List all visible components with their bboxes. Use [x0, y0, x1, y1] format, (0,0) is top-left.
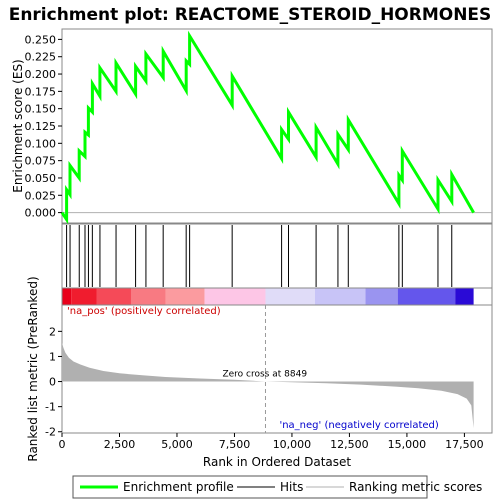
zero-cross-label: Zero cross at 8849: [222, 370, 307, 380]
gradient-segment: [71, 288, 97, 305]
gradient-segment: [455, 288, 474, 305]
metric-y-tick-label: 0: [49, 376, 56, 389]
enrichment-profile-line: [60, 30, 475, 225]
ranking-metric-area: [62, 342, 474, 428]
gradient-segments: [62, 288, 474, 305]
es-panel-frame: [61, 28, 493, 224]
x-axis: 0 2,500 5,000 7,500 10,000 12,500 15,000 17,500…: [59, 433, 484, 469]
gradient-segment: [165, 288, 205, 305]
es-y-ticks: 0.000 0.025 0.050 0.075 0.100 0.125 0.150 0.175…: [25, 33, 62, 220]
x-tick-label: 0: [59, 438, 66, 451]
gradient-segment: [397, 288, 456, 305]
gradient-segment: [96, 288, 131, 305]
x-tick-label: 17,500: [445, 438, 484, 451]
x-ticks: 0 2,500 5,000 7,500 10,000 12,500 15,000 17,500: [59, 433, 484, 451]
x-axis-label: Rank in Ordered Dataset: [203, 455, 351, 469]
metric-y-tick-label: -2: [45, 426, 56, 439]
metric-y-tick-label: 2: [49, 325, 56, 338]
hit-markers: [66, 225, 453, 287]
es-y-tick-label: 0.000: [25, 207, 57, 220]
hits-panel: [61, 223, 493, 289]
es-y-tick-label: 0.025: [25, 189, 57, 202]
es-y-tick-label: 0.100: [25, 137, 57, 150]
es-y-tick-label: 0.250: [25, 33, 57, 46]
x-tick-label: 7,500: [219, 438, 251, 451]
x-tick-label: 5,000: [161, 438, 193, 451]
metric-y-tick-label: 1: [49, 350, 56, 363]
positive-correlation-label: 'na_pos' (positively correlated): [67, 306, 221, 317]
x-tick-label: 10,000: [273, 438, 312, 451]
x-tick-label: 2,500: [104, 438, 136, 451]
es-y-tick-label: 0.225: [25, 51, 57, 64]
es-y-tick-label: 0.200: [25, 68, 57, 81]
gradient-segment: [130, 288, 166, 305]
metric-y-ticks: -2 -1 0 1 2: [45, 325, 62, 439]
es-y-tick-label: 0.050: [25, 172, 57, 185]
gradient-segment: [204, 288, 266, 305]
es-y-tick-label: 0.150: [25, 103, 57, 116]
legend-metric-label: Ranking metric scores: [349, 480, 482, 494]
metric-y-tick-label: -1: [45, 401, 56, 414]
rank-gradient-bar: [61, 287, 493, 306]
chart-title: Enrichment plot: REACTOME_STEROID_HORMON…: [9, 5, 492, 25]
gradient-segment: [314, 288, 366, 305]
x-tick-label: 12,500: [330, 438, 369, 451]
legend-enrichment-label: Enrichment profile: [123, 480, 234, 494]
negative-correlation-label: 'na_neg' (negatively correlated): [279, 420, 438, 431]
x-tick-label: 15,000: [388, 438, 427, 451]
gradient-segment: [365, 288, 398, 305]
legend-hits-label: Hits: [280, 480, 303, 494]
metric-panel: Zero cross at 8849 'na_pos' (positively …: [26, 276, 493, 462]
es-panel: 0.000 0.025 0.050 0.075 0.100 0.125 0.150 0.175…: [11, 28, 493, 225]
es-y-axis-label: Enrichment score (ES): [11, 59, 25, 192]
es-y-tick-label: 0.125: [25, 120, 57, 133]
hits-panel-frame: [61, 223, 493, 289]
metric-y-axis-label: Ranked list metric (PreRanked): [26, 276, 40, 461]
gradient-segment: [265, 288, 315, 305]
es-y-tick-label: 0.075: [25, 155, 57, 168]
es-y-tick-label: 0.175: [25, 85, 57, 98]
legend: Enrichment profile Hits Ranking metric s…: [72, 475, 482, 499]
gradient-segment: [62, 288, 72, 305]
